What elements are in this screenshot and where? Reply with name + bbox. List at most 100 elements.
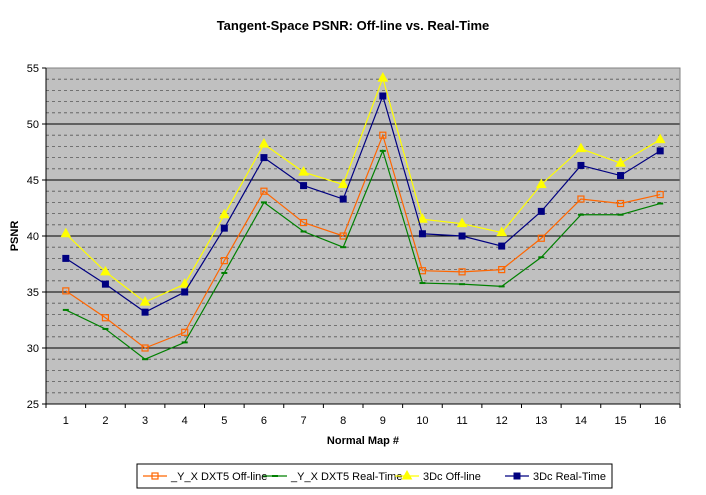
data-point (141, 344, 149, 352)
data-point (656, 147, 664, 155)
data-point (498, 242, 506, 250)
data-point (100, 265, 111, 276)
data-point (379, 92, 387, 100)
y-axis-ticks: 25 30 35 40 45 50 55 (27, 63, 46, 411)
data-point (339, 195, 347, 203)
legend-label: 3Dc Off-line (423, 471, 481, 483)
x-tick-label: 13 (535, 415, 547, 427)
y-axis-label: PSNR (9, 221, 21, 252)
data-point (577, 161, 585, 169)
x-tick-label: 12 (496, 415, 508, 427)
series-group (60, 72, 666, 361)
y-tick-label: 35 (27, 287, 39, 299)
data-point (141, 308, 149, 316)
data-point (496, 226, 508, 237)
data-point (218, 208, 230, 219)
x-tick-label: 1 (63, 415, 69, 427)
x-tick-label: 9 (380, 415, 386, 427)
data-point (62, 287, 70, 295)
data-point (298, 166, 309, 176)
data-point (537, 207, 545, 215)
gridlines (46, 78, 680, 394)
x-tick-label: 8 (340, 415, 346, 427)
legend-marker (151, 472, 159, 480)
x-axis-ticks: 1 2 3 4 5 6 7 8 9 10 11 12 13 14 15 16 (45, 404, 681, 427)
data-point (654, 133, 666, 144)
legend-marker (513, 472, 521, 480)
x-tick-label: 3 (142, 415, 148, 427)
data-point (220, 257, 228, 265)
series-line (65, 149, 661, 360)
data-point (458, 232, 466, 240)
data-point (615, 157, 626, 167)
data-point (616, 199, 625, 208)
data-point (456, 217, 468, 228)
data-point (535, 178, 547, 188)
data-point (260, 187, 268, 195)
data-point (417, 213, 428, 223)
legend-marker (401, 469, 413, 480)
data-point (101, 314, 110, 322)
chart-title: Tangent-Space PSNR: Off-line vs. Real-Ti… (217, 18, 490, 33)
data-point (418, 267, 427, 275)
series-3 (60, 72, 666, 306)
x-axis-label: Normal Map # (327, 435, 399, 447)
data-point (62, 254, 70, 262)
data-point (537, 234, 545, 242)
legend-box (136, 463, 613, 489)
legend-item: 3Dc Off-line (395, 469, 481, 483)
data-point (337, 178, 349, 188)
series-line (65, 133, 661, 349)
data-point (60, 227, 72, 238)
data-point (101, 280, 109, 288)
data-point (220, 224, 228, 232)
data-point (139, 296, 151, 306)
legend-item: _Y_X DXT5 Real-Time (263, 471, 402, 483)
x-tick-label: 5 (221, 415, 227, 427)
data-point (377, 72, 389, 82)
data-point (258, 138, 270, 148)
series-2 (62, 149, 664, 361)
data-point (179, 278, 191, 288)
data-point (458, 268, 466, 276)
data-point (181, 328, 189, 336)
x-tick-label: 4 (182, 415, 188, 427)
legend: _Y_X DXT5 Off-line _Y_X DXT5 Real-Time 3Dc… (136, 463, 613, 489)
legend-item: _Y_X DXT5 Off-line (143, 471, 267, 483)
data-point (181, 288, 189, 296)
y-tick-label: 55 (27, 63, 39, 75)
y-tick-label: 30 (27, 343, 39, 355)
data-point (379, 131, 387, 139)
x-tick-label: 15 (614, 415, 626, 427)
data-point (575, 142, 587, 153)
x-tick-label: 14 (575, 415, 587, 427)
x-tick-label: 6 (261, 415, 267, 427)
legend-label: 3Dc Real-Time (533, 471, 606, 483)
series-line (65, 76, 661, 303)
x-tick-label: 2 (102, 415, 108, 427)
y-tick-label: 40 (27, 231, 39, 243)
data-point (418, 230, 426, 238)
x-tick-label: 10 (416, 415, 428, 427)
y-tick-label: 45 (27, 175, 39, 187)
legend-item: 3Dc Real-Time (505, 471, 606, 483)
data-point (577, 195, 585, 203)
data-point (300, 182, 308, 190)
data-point (299, 218, 308, 227)
x-tick-label: 11 (456, 415, 467, 427)
legend-label: _Y_X DXT5 Off-line (170, 471, 267, 483)
y-tick-label: 25 (27, 399, 39, 411)
series-1 (62, 131, 664, 352)
data-point (498, 266, 506, 274)
series-4 (62, 92, 664, 316)
data-point (339, 232, 347, 240)
x-tick-label: 16 (654, 415, 666, 427)
data-point (656, 190, 664, 199)
x-tick-label: 7 (301, 415, 307, 427)
y-tick-label: 50 (27, 119, 39, 131)
legend-label: _Y_X DXT5 Real-Time (290, 471, 402, 483)
data-point (260, 154, 268, 162)
data-point (617, 172, 625, 180)
series-line (65, 94, 661, 313)
